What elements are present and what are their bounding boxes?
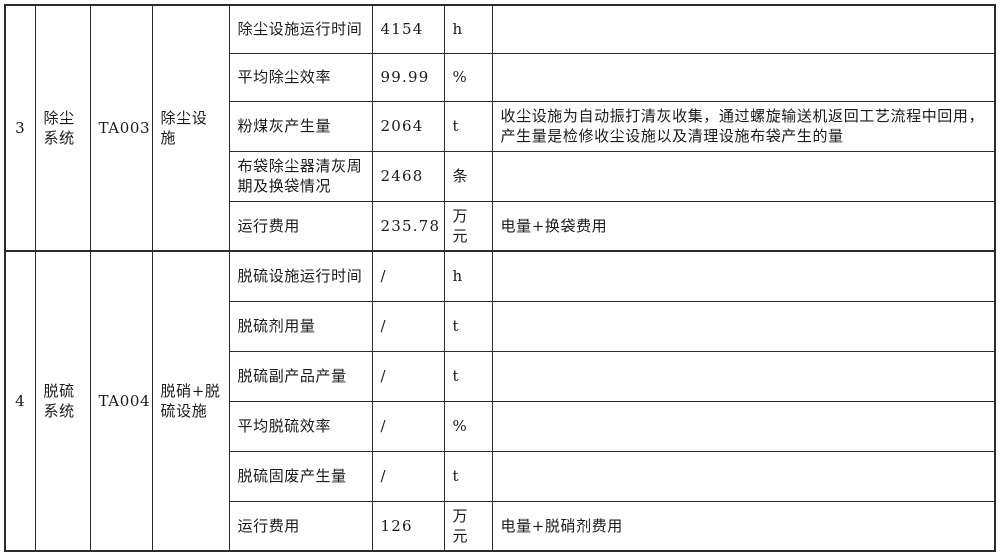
parameter-name-cell: 脱硫副产品产量 [228, 350, 373, 402]
facility-name-cell: 脱硝+脱 硫设施 [151, 250, 230, 552]
parameter-name-cell: 平均除尘效率 [228, 52, 373, 102]
parameter-value-cell: 99.99 [371, 52, 445, 102]
parameter-name-cell: 除尘设施运行时间 [228, 4, 373, 54]
table-body: 3 除尘 系统 TA003 除尘设施 除尘设施运行时间 4154 h 平均除尘效率 99.99%… [4, 4, 996, 552]
note-cell [491, 400, 996, 452]
parameter-value-cell: / [371, 300, 445, 352]
note-cell [491, 350, 996, 402]
unit-cell: h [443, 4, 493, 54]
parameter-value-cell: / [371, 400, 445, 452]
unit-cell: t [443, 450, 493, 502]
table-row: 3 除尘 系统 TA003 除尘设施 除尘设施运行时间 4154 h [4, 4, 996, 252]
unit-cell: % [443, 52, 493, 102]
parameter-name-cell: 脱硫设施运行时间 [228, 250, 373, 302]
table-row: 脱硫副产品产量 / t [5, 350, 996, 402]
parameter-name-cell: 平均脱硫效率 [228, 400, 373, 452]
unit-cell: t [443, 100, 493, 152]
unit-cell: t [443, 300, 493, 352]
table-row: 运行费用 126 万元 电量+脱硝剂费用 [5, 500, 996, 552]
parameter-value-cell: / [371, 250, 445, 302]
parameter-name-cell: 粉煤灰产生量 [228, 100, 373, 152]
note-cell [491, 250, 996, 302]
note-cell [491, 4, 996, 54]
parameter-value-cell: 126 [371, 500, 445, 552]
row-index-cell: 3 [4, 4, 36, 252]
parameter-name-cell: 脱硫固废产生量 [228, 450, 373, 502]
table-row: 粉煤灰产生量 2064 t 收尘设施为自动振打清灰收集，通过螺旋输送机返回工艺流程中回… [5, 100, 996, 152]
facility-code-cell: TA003 [89, 4, 153, 252]
parameter-value-cell: / [371, 350, 445, 402]
unit-cell: t [443, 350, 493, 402]
note-cell: 电量+脱硝剂费用 [491, 500, 996, 552]
note-cell [491, 150, 996, 202]
table-row: 运行费用 235.78 万元 电量+换袋费用 [5, 200, 996, 252]
note-cell [491, 450, 996, 502]
note-cell [491, 52, 996, 102]
table-row: 平均除尘效率 99.99% [5, 52, 996, 102]
note-cell: 电量+换袋费用 [491, 200, 996, 252]
system-name-cell: 脱硫 系统 [34, 250, 91, 552]
table-row: 脱硫固废产生量 / t [5, 450, 996, 502]
table-row: 布袋除尘器清灰周期及换袋情况 2468 条 [5, 150, 996, 202]
unit-cell: 条 [443, 150, 493, 202]
parameter-name-cell: 脱硫剂用量 [228, 300, 373, 352]
parameter-value-cell: 4154 [371, 4, 445, 54]
parameter-value-cell: 2064 [371, 100, 445, 152]
unit-cell: 万元 [443, 200, 493, 252]
unit-cell: % [443, 400, 493, 452]
unit-cell: 万元 [443, 500, 493, 552]
table-row: 平均脱硫效率 /% [5, 400, 996, 452]
parameter-name-cell: 布袋除尘器清灰周期及换袋情况 [228, 150, 373, 202]
parameter-value-cell: 235.78 [371, 200, 445, 252]
facility-name-cell: 除尘设施 [151, 4, 230, 252]
row-index-cell: 4 [4, 250, 36, 552]
table-row: 4 脱硫 系统 TA004 脱硝+脱 硫设施 脱硫设施运行时间 / h [4, 250, 996, 552]
note-cell: 收尘设施为自动振打清灰收集，通过螺旋输送机返回工艺流程中回用，产生量是检修收尘设… [491, 100, 996, 152]
system-name-cell: 除尘 系统 [34, 4, 91, 252]
facility-code-cell: TA004 [89, 250, 153, 552]
parameter-value-cell: / [371, 450, 445, 502]
parameter-value-cell: 2468 [371, 150, 445, 202]
parameter-name-cell: 运行费用 [228, 200, 373, 252]
parameter-name-cell: 运行费用 [228, 500, 373, 552]
note-cell [491, 300, 996, 352]
unit-cell: h [443, 250, 493, 302]
emission-facility-report-table: 3 除尘 系统 TA003 除尘设施 除尘设施运行时间 4154 h 平均除尘效率 99.99%… [4, 4, 996, 552]
